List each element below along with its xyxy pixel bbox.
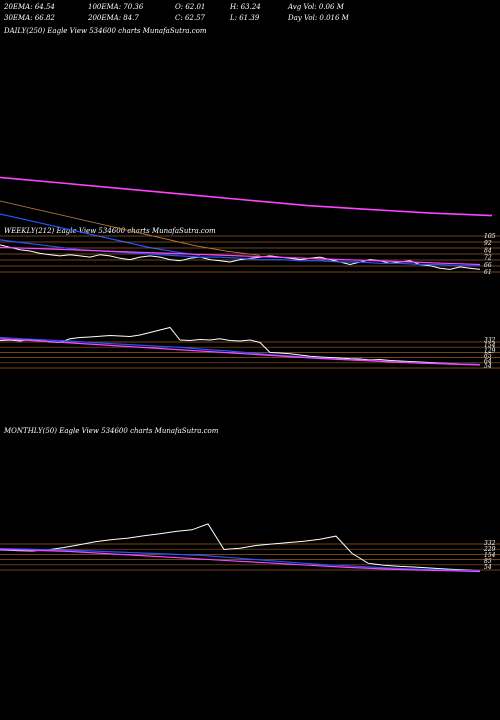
monthly-price-line [0, 523, 481, 572]
header-item: Day Vol: 0.016 M [288, 14, 349, 22]
weekly-ema-slow-line [0, 246, 481, 266]
daily-ema30-line [0, 200, 261, 256]
weekly2-tick-label: 129 [484, 347, 496, 354]
weekly-tick-label: 72 [484, 255, 492, 262]
daily-ema200-line [0, 176, 493, 217]
header-item: O: 62.01 [175, 3, 206, 11]
weekly2-tick-label: 154 [484, 342, 496, 349]
daily-panel-label: DAILY(250) Eagle View 534600 charts Muna… [4, 27, 207, 35]
header-item: L: 61.39 [230, 14, 260, 22]
weekly2-tick-label: 85 [484, 353, 492, 360]
header-item: H: 63.24 [230, 3, 261, 11]
weekly2-tick-label: 64 [484, 358, 492, 365]
header-item: 200EMA: 84.7 [88, 14, 139, 22]
monthly-tick-label: 332 [484, 540, 496, 547]
weekly-tick-label: 61 [484, 269, 492, 276]
weekly-panel-label: WEEKLY(212) Eagle View 534600 charts Mun… [4, 227, 216, 235]
weekly2-ema-slow-line [0, 338, 481, 366]
monthly-tick-label: 229 [483, 546, 496, 553]
monthly-tick-label: 154 [484, 552, 496, 559]
header-item: Avg Vol: 0.06 M [288, 3, 344, 11]
weekly2-tick-label: 54 [484, 363, 492, 370]
weekly-tick-label: 105 [484, 233, 496, 240]
header-item: 100EMA: 70.36 [88, 3, 144, 11]
monthly-ema-fast-line [0, 547, 481, 572]
header-item: 30EMA: 66.82 [4, 14, 55, 22]
weekly-tick-label: 92 [484, 240, 492, 247]
weekly2-price-line [0, 326, 481, 365]
weekly-tick-label: 84 [484, 247, 492, 254]
monthly-tick-label: 85 [484, 558, 492, 565]
header-item: C: 62.57 [175, 14, 205, 22]
weekly2-tick-label: 332 [484, 337, 496, 344]
daily-ema100-line [0, 213, 201, 256]
weekly2-ema-fast-line [0, 336, 481, 366]
monthly-ema-slow-line [0, 548, 481, 573]
monthly-tick-label: 54 [484, 564, 492, 571]
header-item: 20EMA: 64.54 [4, 3, 55, 11]
monthly-panel-label: MONTHLY(50) Eagle View 534600 charts Mun… [4, 427, 219, 435]
weekly-tick-label: 66 [484, 262, 492, 269]
